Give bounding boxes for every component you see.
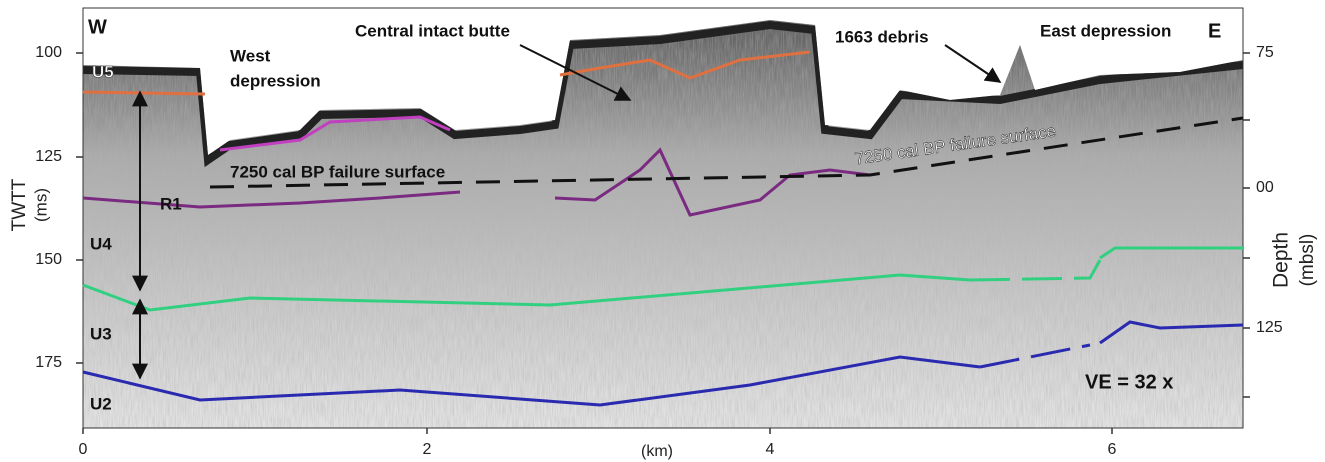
bottom-tick-label: 6 (1108, 441, 1117, 458)
label-west: W (88, 16, 107, 38)
left-tick-label: 125 (35, 148, 62, 165)
left-tick-label: 150 (35, 251, 62, 268)
left-axis-title: TWTT (9, 178, 30, 231)
label-unit: U5 (92, 62, 114, 81)
left-tick-label: 175 (35, 354, 62, 371)
bottom-tick-label: 2 (423, 441, 432, 458)
label-east: E (1208, 20, 1221, 42)
label-west-depression: West (230, 46, 271, 65)
label-debris: 1663 debris (835, 27, 929, 46)
label-east-depression: East depression (1040, 21, 1171, 40)
right-tick-label: 125 (1256, 319, 1283, 336)
label-unit: U3 (90, 324, 112, 343)
label-central-butte: Central intact butte (355, 21, 510, 40)
label-failure-surface: 7250 cal BP failure surface (230, 162, 445, 181)
left-axis-unit: (ms) (31, 188, 50, 222)
right-tick-label: 75 (1256, 44, 1274, 61)
label-reflector: R1 (160, 194, 182, 213)
left-tick-label: 100 (35, 44, 62, 61)
right-axis-title: Depth (1270, 232, 1293, 288)
tick-marks (76, 52, 1250, 434)
label-unit: U4 (90, 234, 112, 253)
frame (82, 7, 1244, 429)
bottom-tick-label: 4 (766, 441, 775, 458)
right-tick-label: 00 (1256, 179, 1274, 196)
label-unit: U2 (90, 394, 112, 413)
bottom-axis-unit: (km) (641, 443, 673, 460)
bottom-tick-label: 0 (79, 441, 88, 458)
label-west-depression: depression (230, 71, 321, 90)
arrows (132, 44, 1002, 380)
label-vertical-exaggeration: VE = 32 x (1085, 371, 1173, 393)
right-axis-unit: (mbsl) (1297, 234, 1318, 287)
